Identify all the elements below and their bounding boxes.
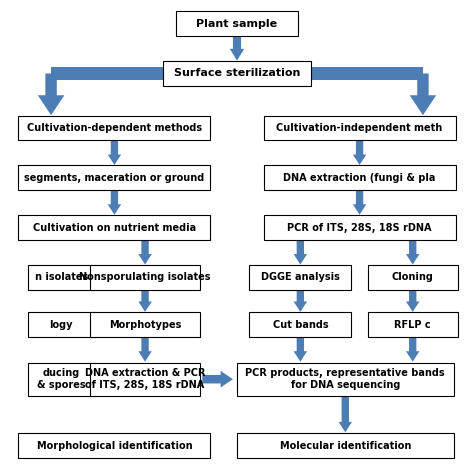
Text: DNA extraction (fungi & pla: DNA extraction (fungi & pla bbox=[283, 173, 436, 183]
FancyBboxPatch shape bbox=[176, 11, 298, 36]
Polygon shape bbox=[406, 290, 419, 312]
Text: PCR of ITS, 28S, 18S rDNA: PCR of ITS, 28S, 18S rDNA bbox=[287, 222, 432, 233]
FancyBboxPatch shape bbox=[164, 61, 310, 86]
FancyBboxPatch shape bbox=[90, 312, 200, 337]
Polygon shape bbox=[138, 337, 152, 362]
Polygon shape bbox=[108, 190, 121, 215]
Text: segments, maceration or ground: segments, maceration or ground bbox=[24, 173, 205, 183]
FancyBboxPatch shape bbox=[264, 215, 456, 240]
Polygon shape bbox=[202, 371, 233, 388]
Polygon shape bbox=[51, 67, 164, 80]
FancyBboxPatch shape bbox=[90, 265, 200, 290]
Text: Cultivation-independent meth: Cultivation-independent meth bbox=[276, 123, 443, 133]
Polygon shape bbox=[293, 290, 307, 312]
Text: Cultivation on nutrient media: Cultivation on nutrient media bbox=[33, 222, 196, 233]
Polygon shape bbox=[353, 140, 366, 165]
Text: Morphological identification: Morphological identification bbox=[36, 440, 192, 451]
Text: logy: logy bbox=[50, 319, 73, 330]
Polygon shape bbox=[38, 73, 64, 115]
Polygon shape bbox=[108, 140, 121, 165]
Text: Nonsporulating isolates: Nonsporulating isolates bbox=[79, 272, 211, 283]
FancyBboxPatch shape bbox=[27, 363, 95, 396]
Text: Cultivation-dependent methods: Cultivation-dependent methods bbox=[27, 123, 202, 133]
FancyBboxPatch shape bbox=[27, 312, 95, 337]
Text: Plant sample: Plant sample bbox=[196, 18, 278, 29]
FancyBboxPatch shape bbox=[18, 116, 210, 140]
Text: RFLP c: RFLP c bbox=[394, 319, 431, 330]
FancyBboxPatch shape bbox=[249, 312, 351, 337]
Polygon shape bbox=[410, 73, 436, 115]
Text: Molecular identification: Molecular identification bbox=[280, 440, 411, 451]
FancyBboxPatch shape bbox=[237, 433, 454, 458]
Polygon shape bbox=[310, 67, 423, 80]
FancyBboxPatch shape bbox=[90, 363, 200, 396]
FancyBboxPatch shape bbox=[18, 165, 210, 190]
FancyBboxPatch shape bbox=[264, 165, 456, 190]
Polygon shape bbox=[138, 290, 152, 312]
Text: Cut bands: Cut bands bbox=[273, 319, 328, 330]
FancyBboxPatch shape bbox=[264, 116, 456, 140]
Polygon shape bbox=[293, 337, 307, 362]
Text: ducing
& spores: ducing & spores bbox=[37, 368, 86, 391]
Polygon shape bbox=[293, 240, 307, 264]
Text: PCR products, representative bands
for DNA sequencing: PCR products, representative bands for D… bbox=[246, 368, 445, 391]
Text: DNA extraction & PCR
of ITS, 28S, 18S rDNA: DNA extraction & PCR of ITS, 28S, 18S rD… bbox=[85, 368, 205, 391]
FancyBboxPatch shape bbox=[18, 215, 210, 240]
FancyBboxPatch shape bbox=[249, 265, 351, 290]
Text: Morphotypes: Morphotypes bbox=[109, 319, 181, 330]
Polygon shape bbox=[406, 240, 419, 264]
FancyBboxPatch shape bbox=[18, 433, 210, 458]
FancyBboxPatch shape bbox=[368, 312, 458, 337]
Text: Cloning: Cloning bbox=[392, 272, 434, 283]
Polygon shape bbox=[353, 190, 366, 215]
Text: Surface sterilization: Surface sterilization bbox=[174, 68, 300, 79]
Text: DGGE analysis: DGGE analysis bbox=[261, 272, 340, 283]
Polygon shape bbox=[406, 337, 419, 362]
Text: n isolates: n isolates bbox=[35, 272, 88, 283]
Polygon shape bbox=[230, 36, 244, 61]
FancyBboxPatch shape bbox=[237, 363, 454, 396]
FancyBboxPatch shape bbox=[27, 265, 95, 290]
FancyBboxPatch shape bbox=[368, 265, 458, 290]
Polygon shape bbox=[138, 240, 152, 264]
Polygon shape bbox=[338, 396, 352, 432]
